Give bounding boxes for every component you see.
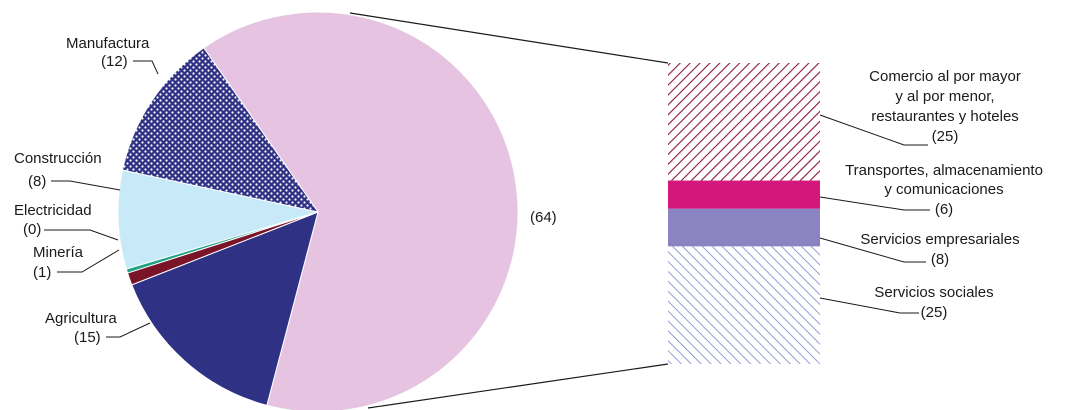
slice-value-manufactura: (12) [101, 53, 128, 70]
segment-label-comercio-line1: Comercio al por mayor [869, 68, 1021, 85]
slice-value-mineria: (1) [33, 264, 51, 281]
segment-label-sociales: Servicios sociales [874, 284, 993, 301]
pie-slice-other [203, 11, 519, 410]
segment-value-comercio: (25) [932, 128, 959, 145]
bar-segment-transportes [668, 180, 820, 209]
slice-value-construccion: (8) [28, 173, 46, 190]
segment-label-comercio-line2: y al por menor, [895, 88, 994, 105]
pie-slices [117, 11, 519, 410]
leader-comercio [819, 114, 928, 146]
segment-label-transportes-line1: Transportes, almacenamiento [845, 162, 1043, 179]
leader-mineria [57, 249, 120, 273]
leader-construccion [51, 180, 121, 191]
pie-slice-manufactura [121, 47, 320, 213]
connector-lines [349, 12, 669, 409]
bar-segment-comercio [668, 63, 820, 181]
leader-electricidad [44, 229, 119, 241]
slice-value-electricidad: (0) [23, 221, 41, 238]
leader-sociales [819, 297, 919, 314]
slice-label-construccion: Construcción [14, 150, 102, 167]
leader-manufactura [133, 60, 159, 75]
connector-bottom [367, 363, 669, 409]
connector-top [349, 12, 669, 64]
bar-segment-empresariales [668, 208, 820, 247]
leader-transportes [819, 196, 930, 211]
slice-value-other: (64) [530, 209, 557, 226]
bar-segment-sociales [668, 246, 820, 364]
slice-value-agricultura: (15) [74, 329, 101, 346]
segment-label-empresariales: Servicios empresariales [860, 231, 1019, 248]
leader-empresariales [819, 237, 926, 263]
segment-value-sociales: (25) [921, 304, 948, 321]
slice-label-manufactura: Manufactura [66, 35, 150, 52]
segment-label-transportes-line2: y comunicaciones [884, 181, 1003, 198]
breakdown-bar [668, 63, 820, 364]
pie-labels: Manufactura (12) Construcción (8) Electr… [14, 35, 557, 346]
segment-value-empresariales: (8) [931, 251, 949, 268]
slice-label-agricultura: Agricultura [45, 310, 117, 327]
slice-label-mineria: Minería [33, 244, 84, 261]
slice-label-electricidad: Electricidad [14, 202, 92, 219]
pie-slice-agricultura [131, 211, 319, 406]
pie-slice-construccion [117, 169, 319, 270]
segment-label-comercio-line3: restaurantes y hoteles [871, 108, 1019, 125]
leader-agricultura [106, 322, 151, 338]
segment-value-transportes: (6) [935, 201, 953, 218]
breakdown-labels: Comercio al por mayor y al por menor, re… [819, 68, 1043, 321]
